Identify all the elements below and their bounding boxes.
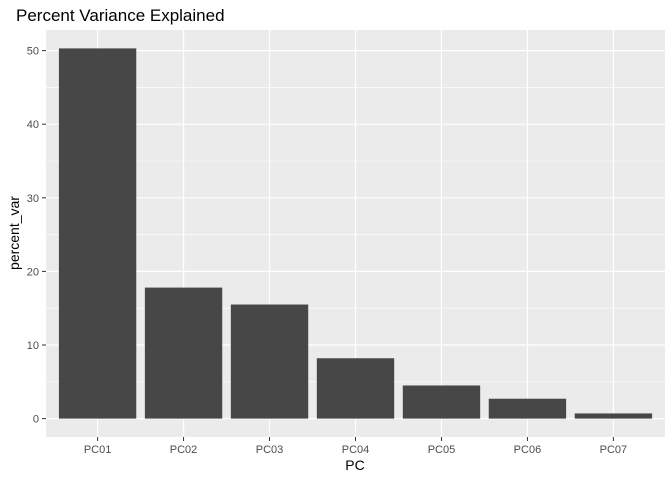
y-tick-label: 50 bbox=[27, 46, 39, 58]
chart-title: Percent Variance Explained bbox=[16, 6, 225, 25]
x-axis: PC01 PC02 PC03 PC04 PC05 PC06 PC07 bbox=[84, 437, 627, 456]
bar-pc06 bbox=[488, 398, 567, 419]
x-tick-label: PC05 bbox=[428, 444, 456, 456]
x-tick-label: PC02 bbox=[170, 444, 198, 456]
x-tick-label: PC03 bbox=[256, 444, 284, 456]
x-tick-label: PC01 bbox=[84, 444, 112, 456]
bar-pc05 bbox=[402, 385, 481, 419]
bar-pc03 bbox=[230, 304, 309, 419]
bar-pc04 bbox=[316, 358, 395, 419]
bars-group bbox=[58, 48, 653, 419]
x-tick-label: PC04 bbox=[342, 444, 370, 456]
y-tick-label: 0 bbox=[33, 414, 39, 426]
y-tick-label: 30 bbox=[27, 193, 39, 205]
bar-pc02 bbox=[144, 287, 223, 419]
x-tick-label: PC06 bbox=[514, 444, 542, 456]
grid-major-lines bbox=[46, 30, 665, 437]
y-tick-label: 20 bbox=[27, 266, 39, 278]
bar-pc01 bbox=[58, 48, 137, 419]
y-tick-label: 10 bbox=[27, 340, 39, 352]
y-tick-label: 40 bbox=[27, 119, 39, 131]
x-tick-label: PC07 bbox=[600, 444, 628, 456]
x-axis-title: PC bbox=[345, 457, 364, 473]
y-axis-title: percent_var bbox=[6, 196, 22, 270]
y-axis: 0 10 20 30 40 50 bbox=[27, 46, 46, 426]
bar-pc07 bbox=[574, 413, 653, 419]
